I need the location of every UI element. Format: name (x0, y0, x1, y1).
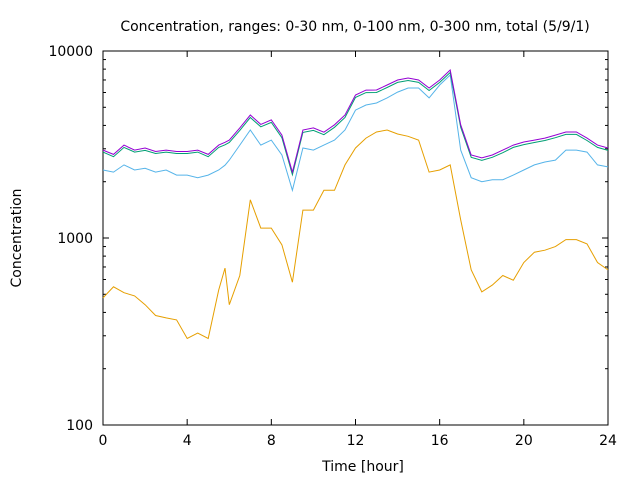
series-line-total (102, 69, 609, 175)
y-tick-label: 10000 (48, 44, 93, 60)
plot-frame (102, 50, 609, 426)
series-line-0-300-nm (102, 71, 609, 177)
x-tick-label: 24 (599, 433, 617, 449)
x-tick-label: 0 (99, 433, 108, 449)
y-axis-label: Concentration (9, 188, 25, 287)
x-tick-label: 20 (515, 433, 533, 449)
x-axis-label: Time [hour] (321, 459, 404, 475)
series-line-0-100-nm (102, 73, 609, 193)
series-line-0-30-nm (102, 129, 609, 340)
y-tick-label: 1000 (57, 231, 93, 247)
x-tick-label: 8 (267, 433, 276, 449)
y-tick-label: 100 (66, 418, 93, 434)
chart-title: Concentration, ranges: 0-30 nm, 0-100 nm… (120, 19, 589, 35)
x-tick-label: 4 (183, 433, 192, 449)
x-tick-label: 12 (347, 433, 365, 449)
x-tick-label: 16 (431, 433, 449, 449)
